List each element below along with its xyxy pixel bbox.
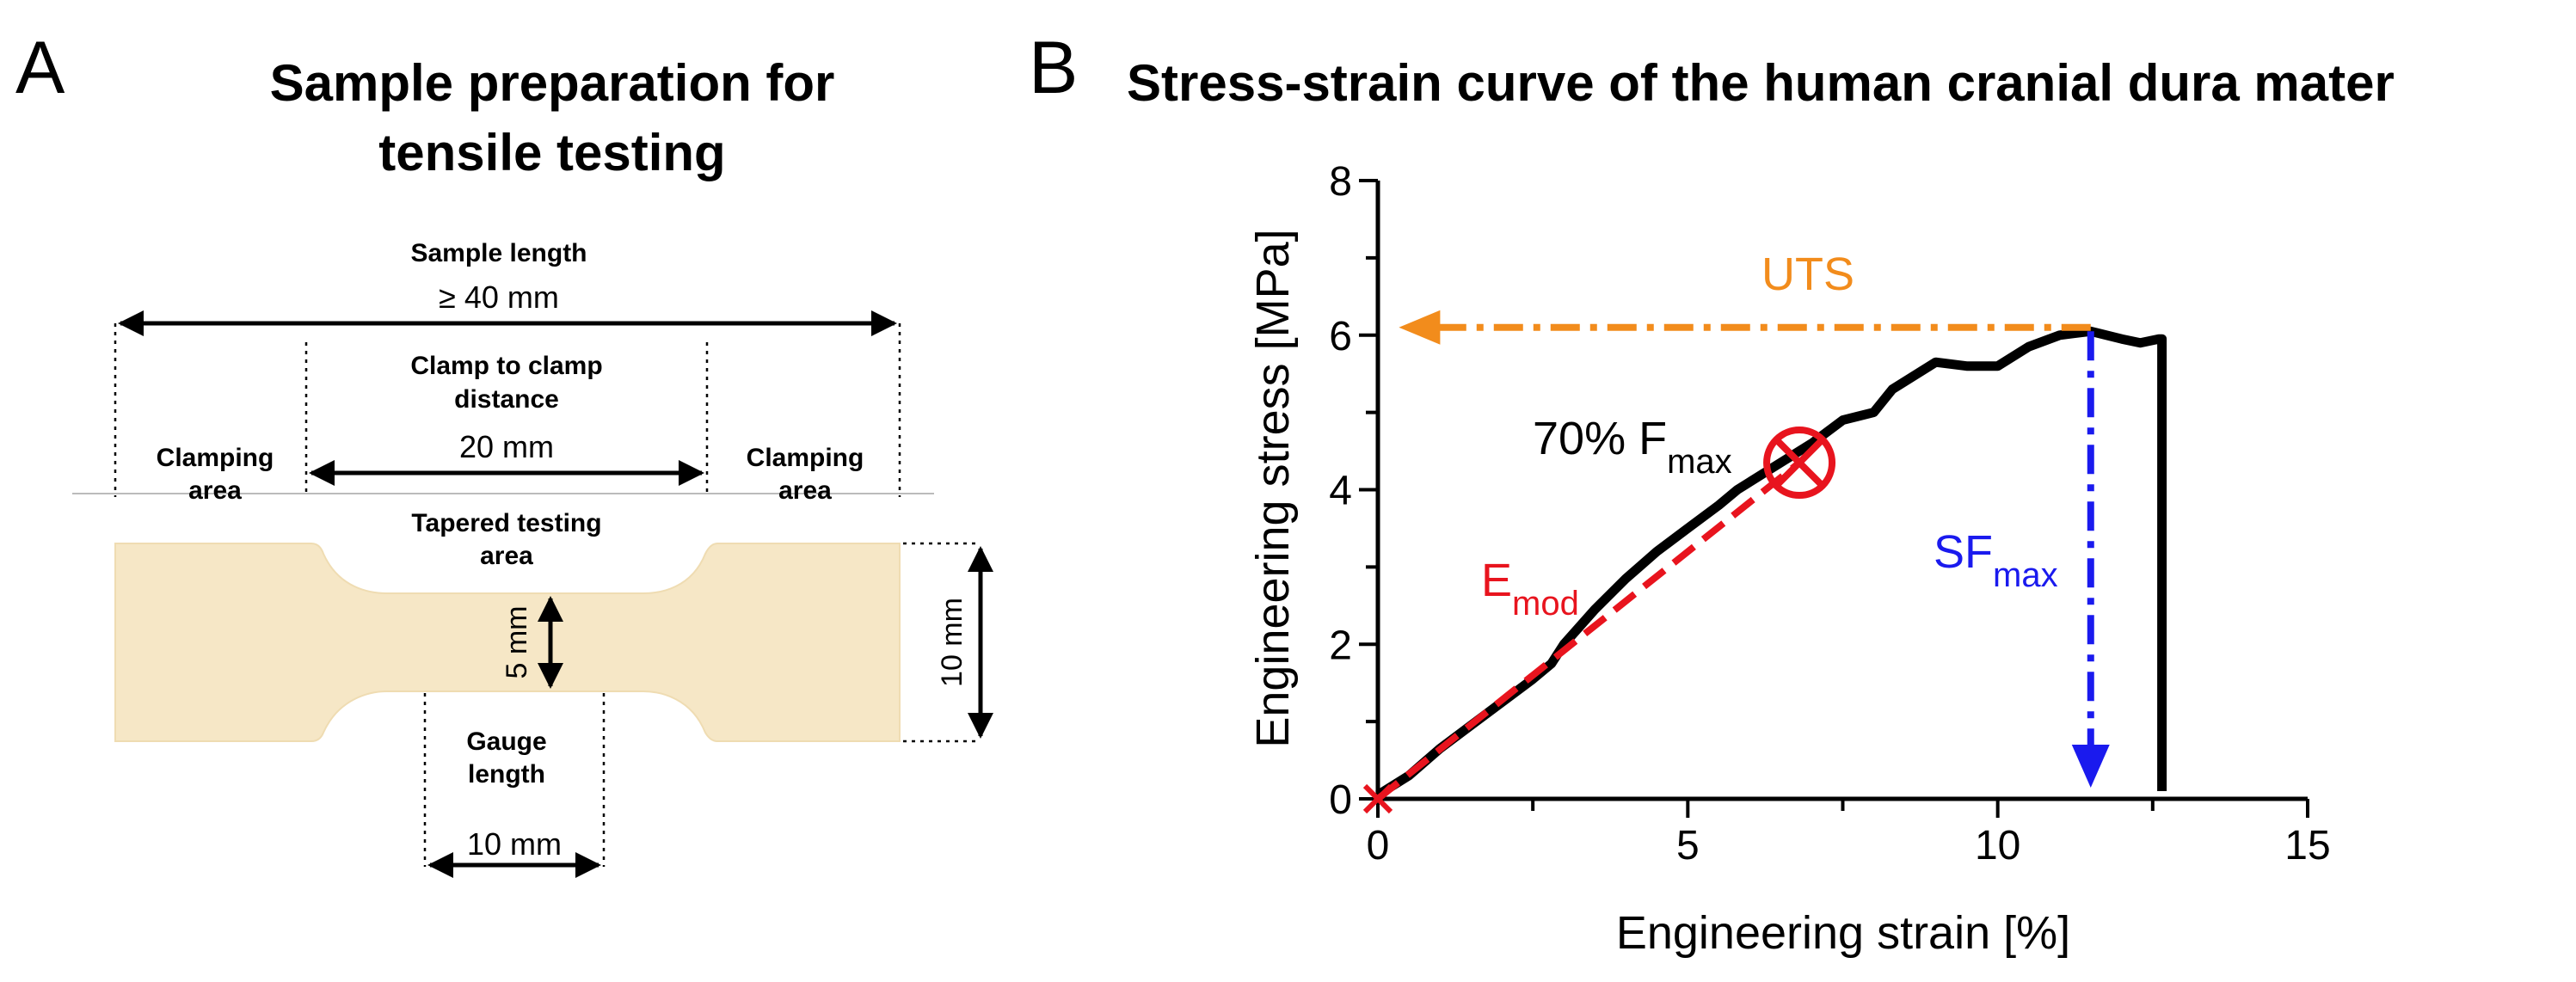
clamp-distance-label-line1: Clamp to clamp: [410, 352, 602, 380]
x-tick-label: 5: [1676, 823, 1700, 868]
panel-a: A Sample preparation for tensile testing…: [15, 27, 993, 878]
x-axis-label: Engineering strain [%]: [1616, 907, 2070, 959]
y-tick-label: 2: [1329, 623, 1352, 668]
emod-label-sub: mod: [1512, 585, 1579, 623]
dotted-guides: [114, 323, 975, 867]
clamp-distance-label-line2: distance: [454, 385, 559, 414]
y-tick-label: 0: [1329, 777, 1352, 823]
fmax-label-sub: max: [1667, 443, 1732, 481]
clamping-area-left-line2: area: [188, 476, 242, 505]
tensile-sample: [114, 543, 901, 742]
panel-a-title-line1: Sample preparation for: [270, 54, 835, 112]
uts-arrow-head: [1399, 310, 1441, 345]
x-tick-label: 0: [1367, 823, 1390, 868]
chart-axes: 0 5 10 15 0 2 4 6 8: [1329, 159, 2330, 868]
gauge-length-value: 10 mm: [467, 826, 562, 862]
gauge-length-label-line2: length: [468, 760, 545, 789]
panel-a-title-line2: tensile testing: [378, 124, 725, 181]
height-value: 10 mm: [936, 598, 968, 687]
panel-b-title: Stress-strain curve of the human cranial…: [1127, 54, 2395, 112]
width-value: 5 mm: [501, 606, 533, 679]
uts-label: UTS: [1761, 249, 1854, 300]
fmax-marker-circle: [1763, 427, 1836, 500]
clamping-area-right-line1: Clamping: [747, 444, 864, 472]
y-tick-label: 6: [1329, 314, 1352, 359]
emod-fit-line: [1375, 459, 1802, 802]
clamp-distance-value: 20 mm: [459, 429, 554, 464]
sample-length-label: Sample length: [410, 239, 587, 267]
clamping-area-right-line2: area: [778, 476, 832, 505]
gauge-length-label-line1: Gauge: [466, 727, 546, 756]
panel-b: B Stress-strain curve of the human crani…: [1029, 27, 2395, 959]
chart-annotations: UTS SFmax 70% Fmax Emod: [1362, 249, 2110, 814]
y-axis-label: Engineering stress [MPa]: [1247, 229, 1299, 747]
tapered-area-label-line1: Tapered testing: [411, 509, 601, 537]
origin-cross: [1362, 783, 1393, 814]
chart-series: [1375, 326, 2167, 802]
y-tick-label: 8: [1329, 159, 1352, 205]
panel-a-letter: A: [15, 27, 65, 109]
clamping-area-left-line1: Clamping: [157, 444, 274, 472]
y-tick-label: 4: [1329, 469, 1352, 514]
emod-label: Emod: [1481, 555, 1579, 623]
sfmax-label: SFmax: [1934, 526, 2058, 594]
x-tick-label: 10: [1975, 823, 2020, 868]
x-tick-label: 15: [2284, 823, 2330, 868]
sfmax-label-sub: max: [1993, 556, 2058, 594]
fmax-marker-cross: [1774, 437, 1825, 488]
sfmax-arrow-head: [2071, 745, 2110, 789]
sample-length-value: ≥ 40 mm: [439, 279, 559, 315]
tapered-area-label-line2: area: [480, 542, 533, 570]
panel-b-letter: B: [1029, 27, 1078, 109]
fmax-label: 70% Fmax: [1533, 413, 1732, 481]
